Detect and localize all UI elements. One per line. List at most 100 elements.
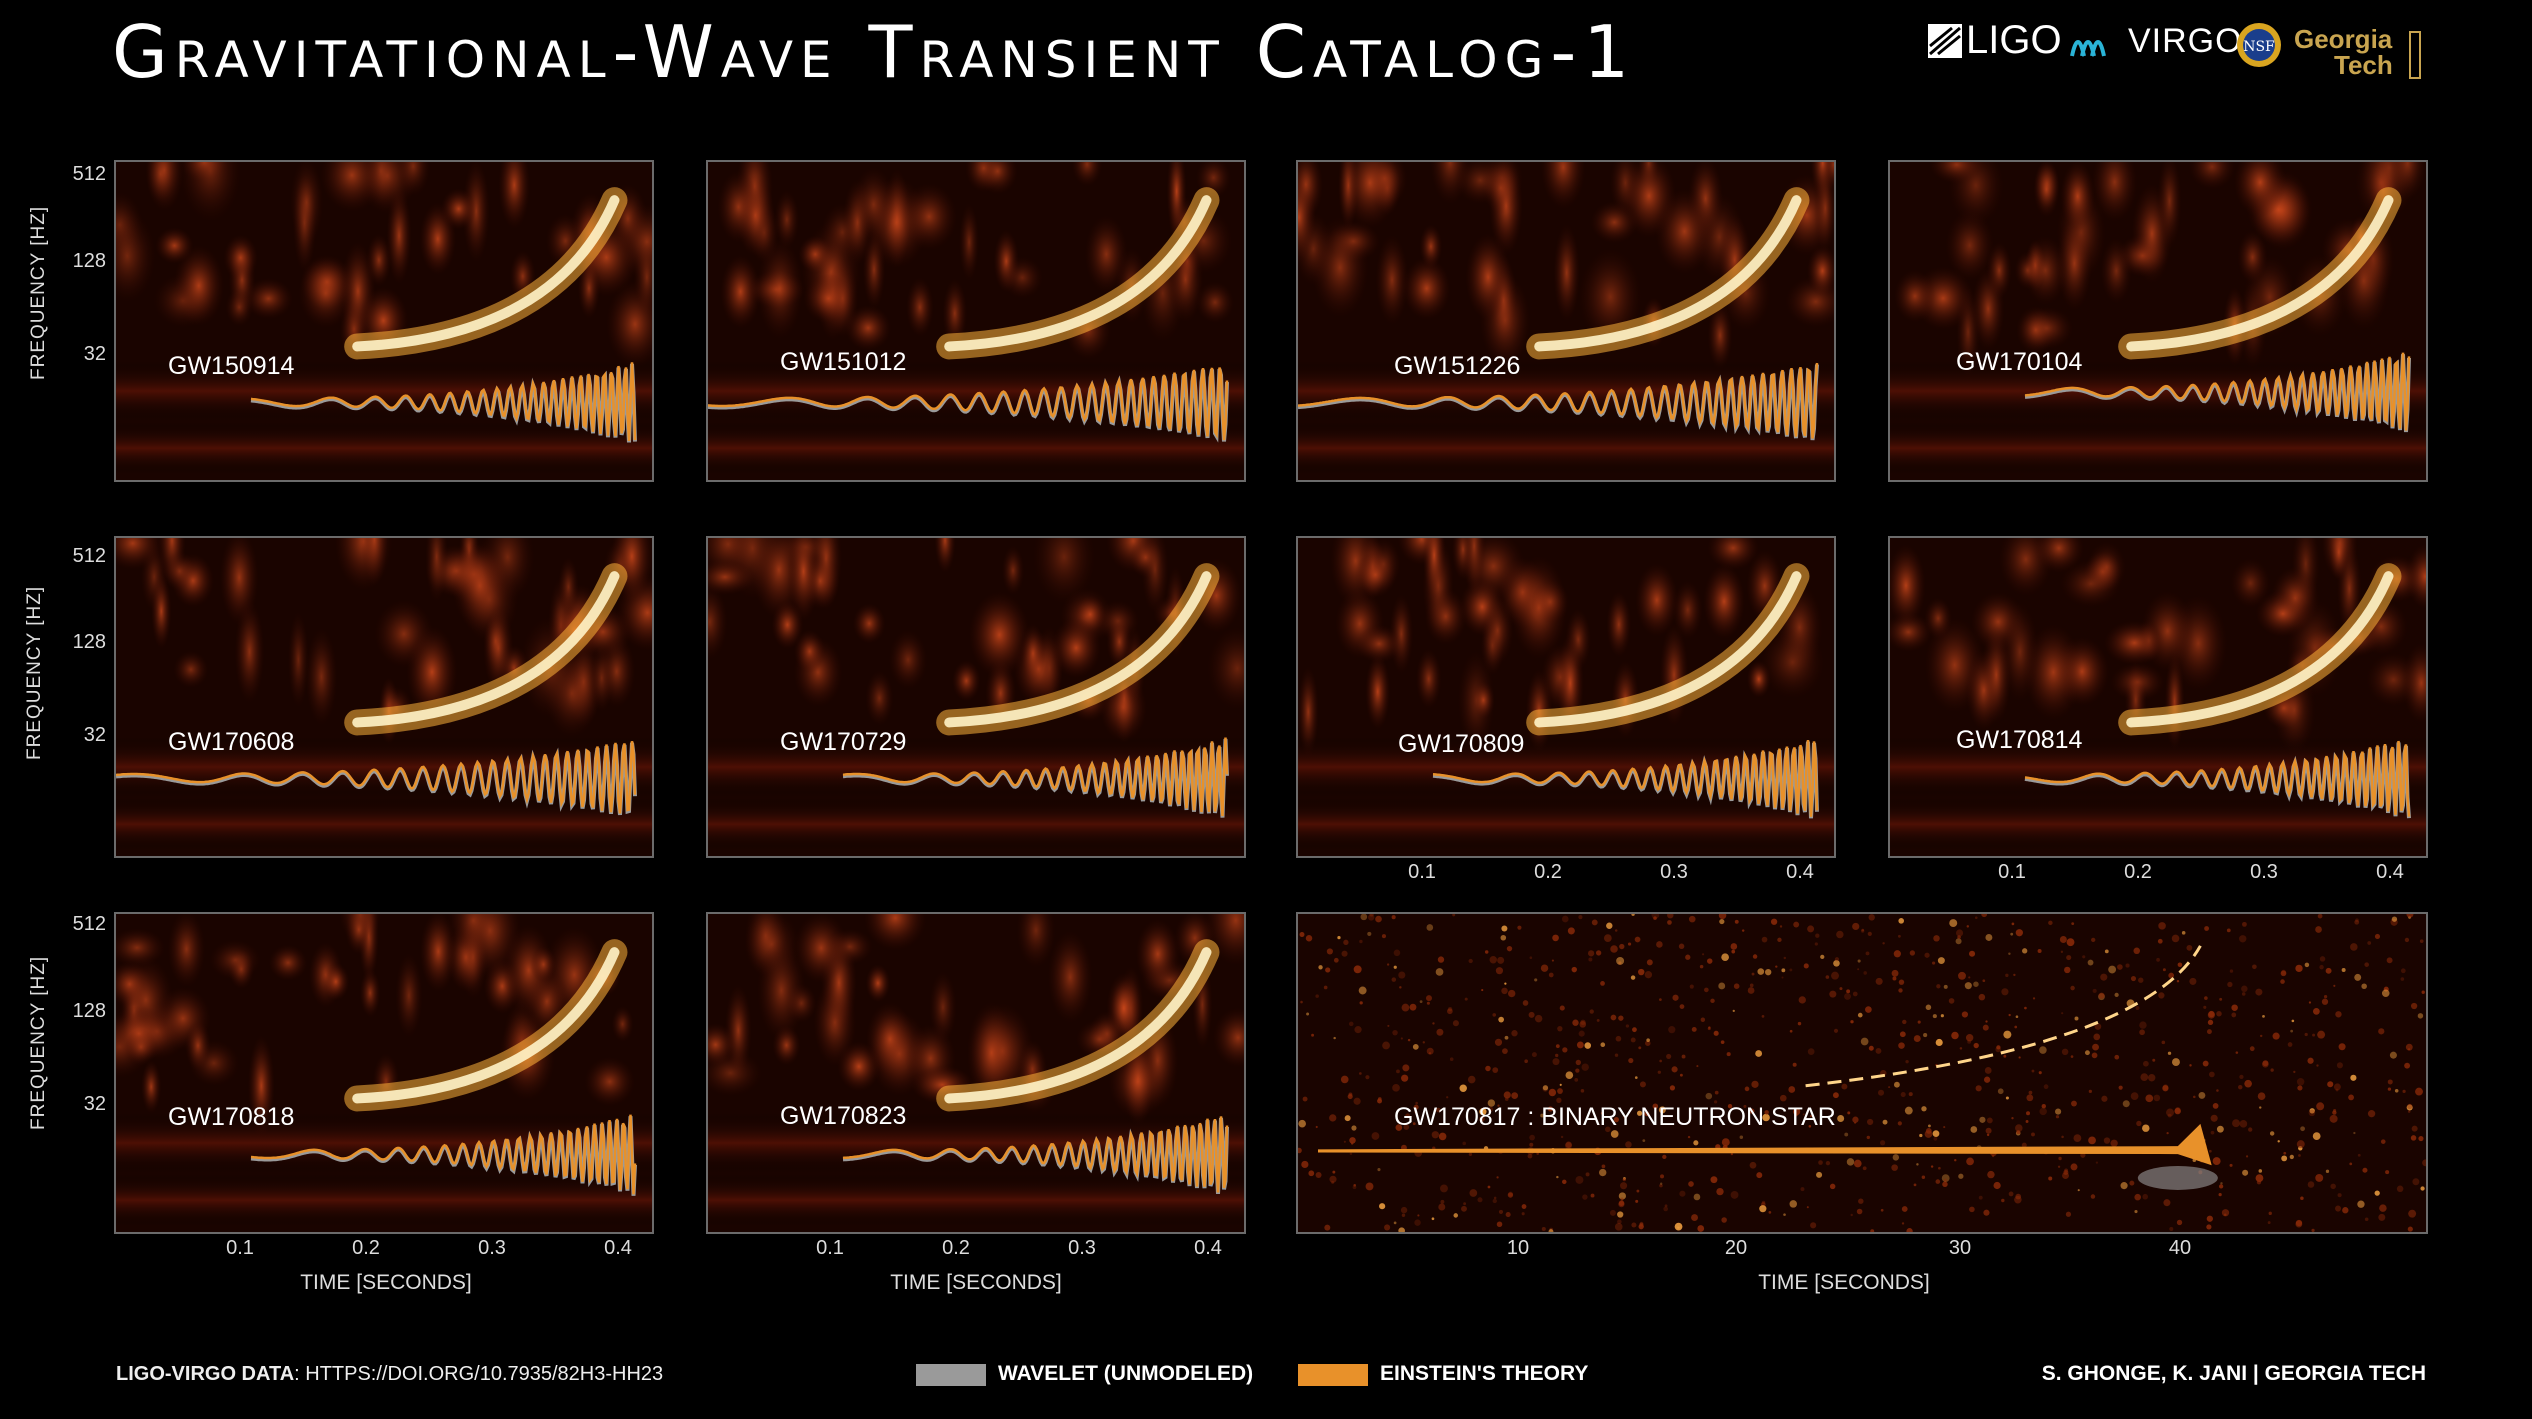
einstein-waveform [250, 1114, 637, 1195]
ytick-128-r2: 128 [72, 631, 106, 653]
xtick-40-bns: 40 [2168, 1237, 2192, 1259]
einstein-waveform [2024, 740, 2411, 817]
data-source-citation: LIGO-VIRGO DATA: HTTPS://DOI.ORG/10.7935… [116, 1363, 663, 1386]
xtick-02-a: 0.2 [1534, 861, 1562, 883]
event-label: GW170823 [780, 1102, 907, 1130]
svg-text:NSF: NSF [2243, 39, 2275, 55]
virgo-text: VIRGO [2128, 22, 2243, 60]
ytick-32-r3: 32 [83, 1093, 106, 1115]
chirp-track [944, 195, 1212, 352]
xtick-01-c: 0.1 [226, 1237, 254, 1259]
chirp-track [352, 195, 620, 352]
chirp-track [1534, 571, 1802, 728]
page-title: Gravitational-Wave Transient Catalog-1 [112, 10, 1637, 94]
svg-text:Tech: Tech [2334, 50, 2393, 80]
author-credit: S. GHONGE, K. JANI | GEORGIA TECH [2041, 1362, 2426, 1385]
event-label: GW170814 [1956, 726, 2083, 754]
data-source-url: : HTTPS://DOI.ORG/10.7935/82H3-HH23 [294, 1363, 664, 1385]
ytick-512-r2: 512 [72, 545, 106, 567]
xtick-04-b: 0.4 [2376, 861, 2404, 883]
spectrogram-heatmap [1298, 538, 1834, 856]
virgo-icon [2070, 40, 2106, 57]
spectrogram-heatmap [708, 914, 1244, 1232]
einstein-waveform [842, 737, 1229, 817]
x-axis-label-3: TIME [SECONDS] [1758, 1271, 1930, 1294]
y-axis-label-row2: FREQUENCY [HZ] [24, 585, 45, 760]
event-label: GW170809 [1398, 730, 1525, 758]
event-label: GW170729 [780, 728, 907, 756]
ytick-128-r3: 128 [72, 1000, 106, 1022]
chirp-track [1805, 945, 2202, 1088]
einstein-waveform [250, 362, 637, 441]
chirp-track [352, 947, 620, 1104]
ytick-32-r2: 32 [83, 724, 106, 746]
spectrogram-panel [1296, 912, 2428, 1234]
spectrogram-heatmap [116, 162, 652, 480]
spectrogram-heatmap [708, 162, 1244, 480]
spectrogram-panel [114, 912, 654, 1234]
einstein-waveform [708, 367, 1229, 441]
event-label: GW170608 [168, 728, 295, 756]
einstein-waveform [842, 1116, 1229, 1193]
spectrogram-panel [1296, 536, 1836, 858]
data-source-label: LIGO-VIRGO DATA [116, 1363, 295, 1385]
einstein-waveform [1432, 740, 1819, 817]
event-label: GW170818 [168, 1103, 295, 1131]
event-label: GW150914 [168, 352, 295, 380]
x-axis-label-1: TIME [SECONDS] [300, 1271, 472, 1294]
xtick-02-b: 0.2 [2124, 861, 2152, 883]
xtick-04-c: 0.4 [604, 1237, 632, 1259]
xtick-03-c: 0.3 [478, 1237, 506, 1259]
xtick-20-bns: 20 [1724, 1237, 1748, 1259]
ytick-512-r3: 512 [72, 913, 106, 935]
spectrogram-heatmap [116, 914, 652, 1232]
event-label: GW170104 [1956, 348, 2083, 376]
spectrogram-panel [1296, 160, 1836, 482]
event-label: GW151012 [780, 348, 907, 376]
chirp-track [2126, 571, 2394, 728]
ytick-32-r1: 32 [83, 343, 106, 365]
spectrogram-heatmap [116, 538, 652, 856]
y-axis-label-row1: FREQUENCY [HZ] [28, 205, 49, 380]
xtick-03-a: 0.3 [1660, 861, 1688, 883]
spectrogram-heatmap [1298, 914, 2426, 1232]
spectrogram-heatmap [1890, 162, 2426, 480]
spectrogram-panel [114, 536, 654, 858]
xtick-02-c: 0.2 [352, 1237, 380, 1259]
ligo-icon [1928, 24, 1962, 58]
chirp-track [944, 947, 1212, 1104]
einstein-waveform [116, 741, 637, 814]
xtick-30-bns: 30 [1948, 1237, 1972, 1259]
event-label: GW170817 : BINARY NEUTRON STAR [1394, 1103, 1836, 1131]
chirp-track [944, 571, 1212, 728]
chirp-track [2126, 195, 2394, 352]
virgo-logo: VIRGO [2068, 22, 2242, 67]
legend-swatch-wavelet [916, 1364, 986, 1386]
wavelet-waveform [2137, 1165, 2218, 1190]
svg-text:Georgia: Georgia [2294, 26, 2393, 54]
xtick-04-a: 0.4 [1786, 861, 1814, 883]
xtick-03-d: 0.3 [1068, 1237, 1096, 1259]
xtick-10-bns: 10 [1506, 1237, 1530, 1259]
nsf-seal-icon: NSF [2237, 23, 2281, 67]
ligo-logo: LIGO [1928, 18, 2062, 63]
spectrogram-panel [114, 160, 654, 482]
einstein-waveform [1298, 362, 1819, 439]
xtick-03-b: 0.3 [2250, 861, 2278, 883]
x-axis-label-2: TIME [SECONDS] [890, 1271, 1062, 1294]
spectrogram-heatmap [1298, 162, 1834, 480]
chirp-track [1534, 195, 1802, 352]
xtick-04-d: 0.4 [1194, 1237, 1222, 1259]
ligo-text: LIGO [1966, 18, 2062, 62]
ytick-128-r1: 128 [72, 250, 106, 272]
legend-label-einstein: EINSTEIN'S THEORY [1380, 1362, 1589, 1385]
georgia-tech-logo: Georgia Tech [2294, 24, 2426, 87]
spectrogram-panel [1888, 160, 2428, 482]
legend-swatch-einstein [1298, 1364, 1368, 1386]
xtick-01-b: 0.1 [1998, 861, 2026, 883]
xtick-01-d: 0.1 [816, 1237, 844, 1259]
spectrogram-heatmap [1890, 538, 2426, 856]
y-axis-label-row3: FREQUENCY [HZ] [28, 955, 49, 1130]
nsf-logo: NSF [2234, 20, 2284, 75]
ytick-512-r1: 512 [72, 163, 106, 185]
